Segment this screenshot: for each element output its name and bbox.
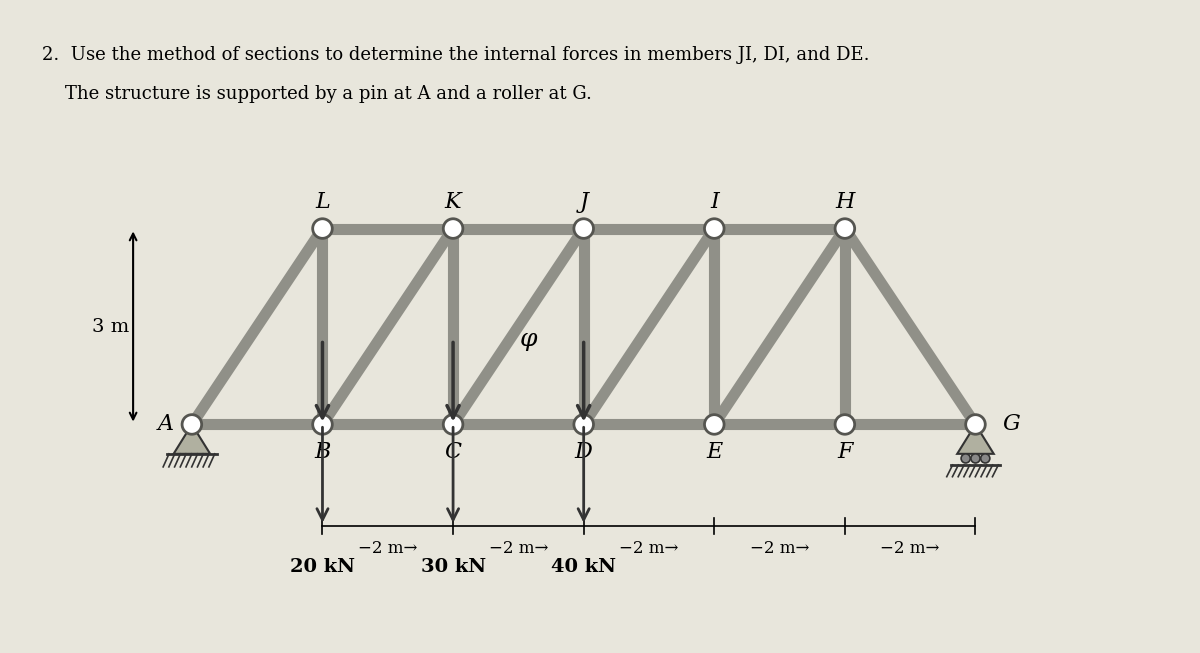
Circle shape xyxy=(961,454,971,463)
Text: C: C xyxy=(444,441,462,463)
Circle shape xyxy=(966,415,985,434)
Text: 3 m: 3 m xyxy=(91,317,128,336)
Circle shape xyxy=(313,415,332,434)
Text: F: F xyxy=(838,441,853,463)
Text: −2 m→: −2 m→ xyxy=(619,540,679,557)
Text: φ: φ xyxy=(520,328,536,351)
Text: −2 m→: −2 m→ xyxy=(488,540,548,557)
Text: A: A xyxy=(157,413,174,436)
Text: The structure is supported by a pin at A and a roller at G.: The structure is supported by a pin at A… xyxy=(42,85,592,103)
Circle shape xyxy=(835,219,854,238)
Text: H: H xyxy=(835,191,854,214)
Text: I: I xyxy=(710,191,719,214)
Text: −2 m→: −2 m→ xyxy=(881,540,940,557)
Polygon shape xyxy=(174,424,210,454)
Text: −2 m→: −2 m→ xyxy=(750,540,809,557)
Circle shape xyxy=(443,219,463,238)
Text: D: D xyxy=(575,441,593,463)
Circle shape xyxy=(313,219,332,238)
Circle shape xyxy=(835,415,854,434)
Circle shape xyxy=(704,415,724,434)
Polygon shape xyxy=(958,424,994,454)
Circle shape xyxy=(980,454,990,463)
Text: L: L xyxy=(316,191,330,214)
Circle shape xyxy=(574,219,594,238)
Text: E: E xyxy=(706,441,722,463)
Text: B: B xyxy=(314,441,331,463)
Text: −2 m→: −2 m→ xyxy=(358,540,418,557)
Text: 40 kN: 40 kN xyxy=(551,558,616,577)
Circle shape xyxy=(704,219,724,238)
Text: 2.  Use the method of sections to determine the internal forces in members JI, D: 2. Use the method of sections to determi… xyxy=(42,46,869,64)
Circle shape xyxy=(971,454,980,463)
Text: 30 kN: 30 kN xyxy=(420,558,486,577)
Circle shape xyxy=(443,415,463,434)
Text: K: K xyxy=(445,191,461,214)
Text: 20 kN: 20 kN xyxy=(290,558,355,577)
Circle shape xyxy=(182,415,202,434)
Text: J: J xyxy=(580,191,588,214)
Circle shape xyxy=(574,415,594,434)
Text: G: G xyxy=(1002,413,1020,436)
